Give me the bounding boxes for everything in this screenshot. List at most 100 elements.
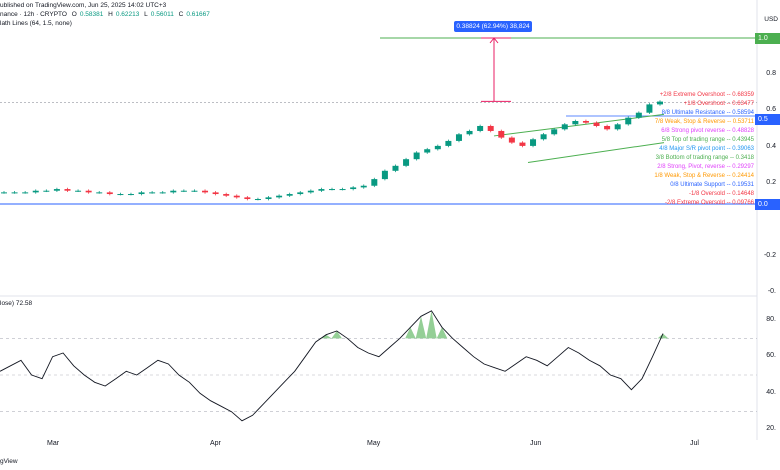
candle-body xyxy=(96,192,103,194)
close-value: 0.61667 xyxy=(186,11,210,18)
month-may: May xyxy=(367,440,381,447)
candle-body xyxy=(582,121,589,123)
candle-body xyxy=(307,190,314,193)
candle-body xyxy=(572,121,579,125)
candle-body xyxy=(360,185,367,188)
o-label: O xyxy=(71,11,77,18)
candle-body xyxy=(487,125,494,131)
price-unit: USD xyxy=(764,16,778,23)
candle-body xyxy=(117,194,124,196)
candle-body xyxy=(657,101,663,105)
murrey-label-6: 4/8 Major S/R pivot point -- 0.39063 xyxy=(659,146,754,152)
candle-body xyxy=(170,190,177,193)
candle-body xyxy=(445,140,452,146)
price-tick-neg02: -0.2 xyxy=(763,252,776,259)
candle-body xyxy=(159,192,166,194)
candle-body xyxy=(106,192,113,195)
murrey-label-11: -1/8 Oversold -- 0.14648 xyxy=(688,191,754,197)
channel-lower xyxy=(527,142,665,163)
candle-body xyxy=(551,129,558,135)
measure-label: 0.38824 (62.94%) 38,824 xyxy=(454,21,532,32)
rsi-tick-60: 60. xyxy=(766,352,776,359)
candle-body xyxy=(244,197,251,200)
murrey-label-5: 5/8 Top of trading range -- 0.43945 xyxy=(661,137,754,143)
candle-body xyxy=(149,192,156,194)
indicator-line: lath Lines (64, 1.5, none) xyxy=(0,20,75,27)
candle-body xyxy=(371,179,378,186)
candle-body xyxy=(604,125,611,130)
price-mid-tag: 0.5 xyxy=(755,114,780,125)
c-label: C xyxy=(178,11,184,18)
candle-body xyxy=(403,159,410,166)
candle-body xyxy=(233,195,240,198)
indicator-text: lath Lines (64, 1.5, none) xyxy=(0,20,72,27)
candle-body xyxy=(212,192,219,195)
candle-body xyxy=(223,194,230,196)
fib-zero-tag: 0.0 xyxy=(755,199,780,210)
rsi-tick-80: 80. xyxy=(766,316,776,323)
murrey-label-10: 0/8 Ultimate Support -- 0.19531 xyxy=(670,182,754,188)
month-jul: Jul xyxy=(690,440,699,447)
candle-body xyxy=(392,165,399,171)
channel-upper xyxy=(493,113,665,137)
murrey-label-9: 1/8 Weak, Stop & Reverse -- 0.24414 xyxy=(654,173,754,179)
candle-body xyxy=(32,190,39,193)
candle-body xyxy=(540,134,547,140)
murrey-label-1: +1/8 Overshoot -- 0.63477 xyxy=(683,101,754,107)
rsi-line xyxy=(0,310,664,422)
candle-body xyxy=(22,192,29,194)
low-value: 0.56011 xyxy=(150,11,174,18)
candle-body xyxy=(265,197,272,200)
candle-body xyxy=(53,189,60,191)
murrey-label-4: 6/8 Strong pivot reverse -- 0.48828 xyxy=(661,128,754,134)
open-value: 0.58381 xyxy=(79,11,104,18)
candle-body xyxy=(43,190,50,192)
candle-body xyxy=(286,194,293,196)
murrey-label-12: -2/8 Extreme Oversold -- 0.09766 xyxy=(664,200,754,206)
candle-body xyxy=(318,189,325,191)
candle-body xyxy=(202,190,209,193)
price-tick-06: 0.6 xyxy=(766,106,776,113)
candle-body xyxy=(413,152,420,160)
murrey-label-2: 8/8 Ultimate Resistance -- 0.58594 xyxy=(661,110,754,116)
candle-body xyxy=(191,190,198,192)
symbol-name: nance · 12h · CRYPTO xyxy=(0,11,67,18)
candle-body xyxy=(424,149,431,153)
candle-body xyxy=(64,189,71,191)
published-line: ublished on TradingView.com, Jun 25, 202… xyxy=(0,2,169,9)
candle-body xyxy=(614,124,621,130)
candle-body xyxy=(593,122,600,126)
candle-body xyxy=(466,130,473,135)
candle-body xyxy=(561,124,568,130)
candle-body xyxy=(477,125,484,131)
month-jun: Jun xyxy=(530,440,542,447)
l-label: L xyxy=(144,11,148,18)
candle-body xyxy=(434,145,441,150)
price-tick-08: 0.8 xyxy=(766,70,776,77)
price-tick-neg: -0. xyxy=(767,288,776,295)
murrey-label-7: 3/8 Bottom of trading range -- 0.3418 xyxy=(655,155,754,161)
candle-body xyxy=(625,117,632,125)
rsi-label: lose) 72.58 xyxy=(0,300,33,307)
price-tick-02: 0.2 xyxy=(766,179,776,186)
symbol-line: nance · 12h · CRYPTO O 0.58381 H 0.62213 L… xyxy=(0,11,213,18)
candle-body xyxy=(75,190,82,192)
candle-body xyxy=(329,189,335,191)
candle-body xyxy=(138,192,145,195)
rsi-tick-40: 40. xyxy=(766,389,776,396)
candle-body xyxy=(339,189,346,191)
candle-body xyxy=(530,139,537,146)
murrey-label-8: 2/8 Strong, Pivot, reverse -- 0.29297 xyxy=(657,164,754,170)
candle-body xyxy=(381,170,388,180)
candle-body xyxy=(498,130,505,138)
candle-body xyxy=(11,192,18,194)
candle-body xyxy=(350,187,357,190)
footer-brand: gView xyxy=(0,458,18,465)
candle-body xyxy=(635,112,642,118)
murrey-label-0: +2/8 Extreme Overshoot -- 0.68359 xyxy=(659,92,754,98)
candle-body xyxy=(508,137,515,143)
high-value: 0.62213 xyxy=(115,11,140,18)
candle-body xyxy=(127,194,134,196)
